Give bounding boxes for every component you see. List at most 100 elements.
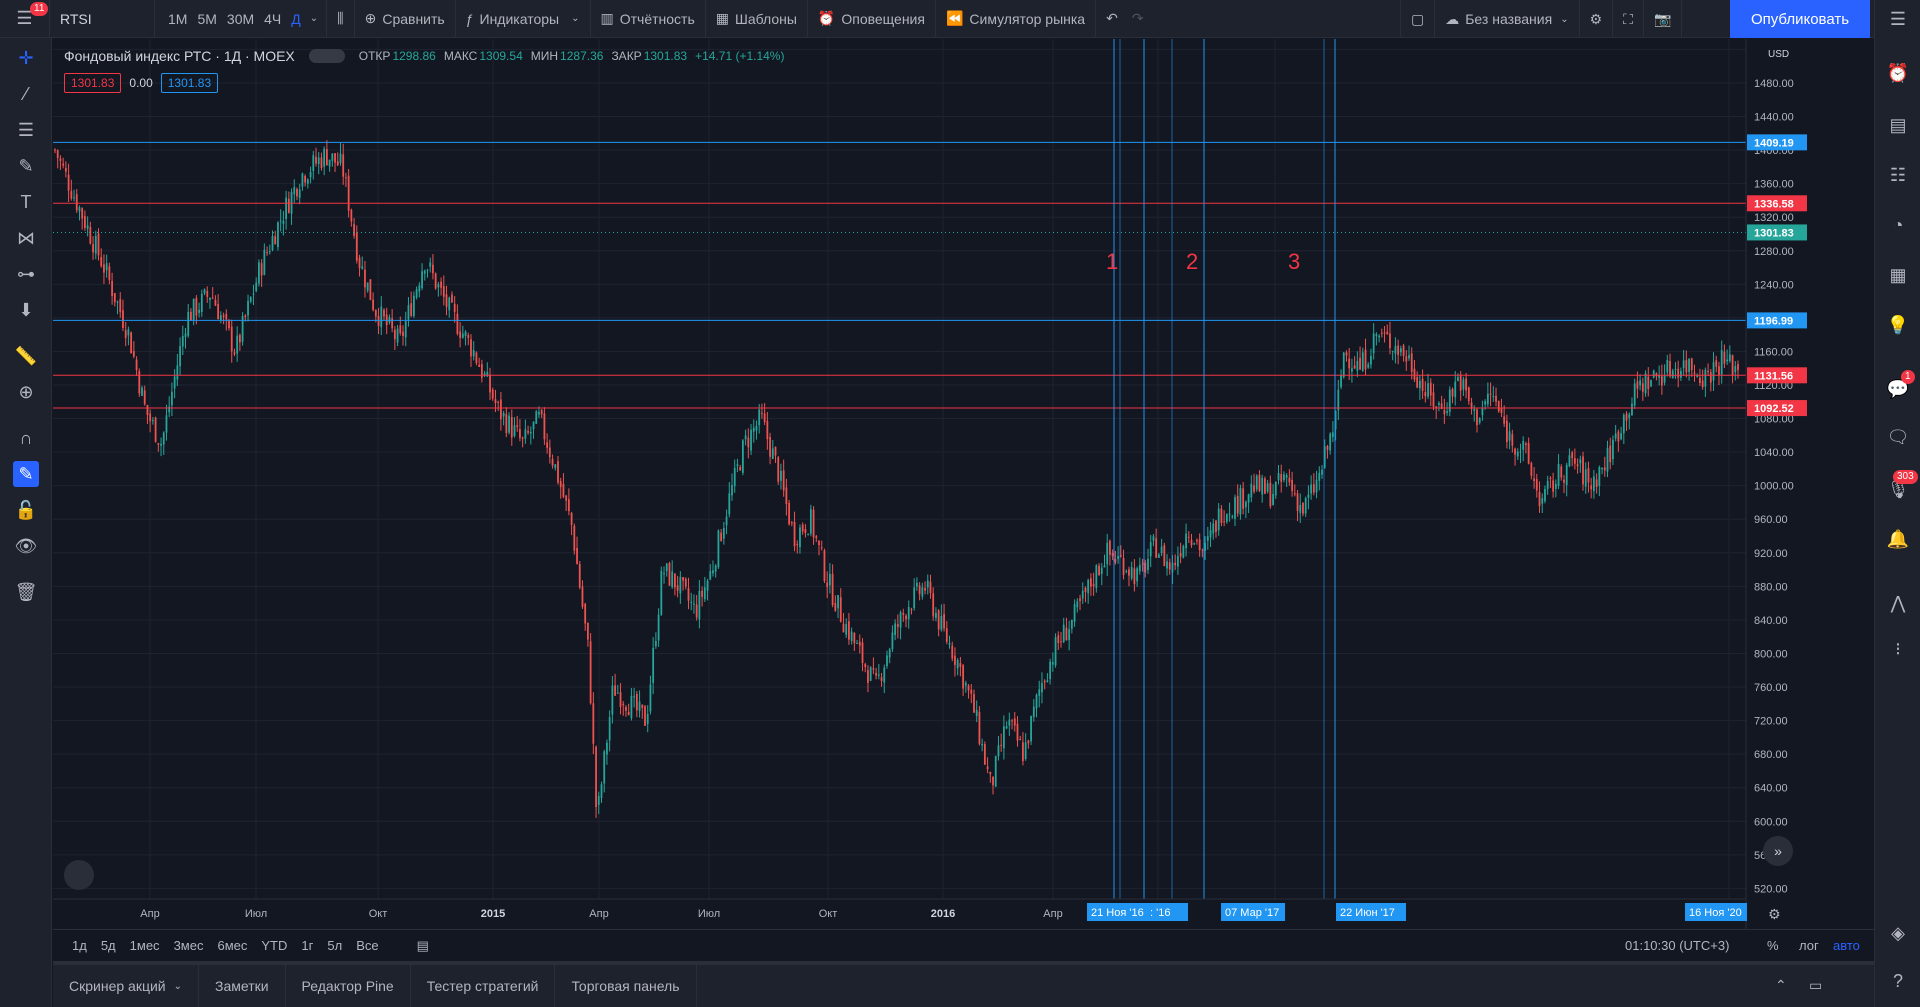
redo-icon[interactable]: ↷ — [1131, 10, 1144, 26]
interval-4h[interactable]: 4Ч — [264, 10, 282, 27]
brush-icon[interactable]: ✎ — [18, 155, 34, 176]
range-5d[interactable]: 5д — [100, 938, 116, 953]
templates-button[interactable]: ▦ Шаблоны — [706, 0, 808, 38]
text-icon[interactable]: T — [20, 191, 32, 212]
range-6m[interactable]: 6мес — [217, 938, 248, 953]
pattern-icon[interactable]: ⋈ — [17, 227, 35, 248]
compare-button[interactable]: ⊕ Сравнить — [355, 0, 456, 38]
tab-strategy-tester[interactable]: Тестер стратегий — [411, 965, 556, 1007]
percent-toggle[interactable]: % — [1767, 938, 1779, 953]
indicators-button[interactable]: ƒ Индикаторы ⌄ — [456, 0, 591, 38]
range-1m[interactable]: 1мес — [129, 938, 160, 953]
main-menu-button[interactable]: ☰ 11 — [0, 0, 50, 38]
range-1y[interactable]: 1г — [301, 938, 314, 953]
goto-date-icon[interactable]: ▤ — [416, 937, 429, 953]
range-ytd[interactable]: YTD — [261, 938, 288, 953]
magnet-icon[interactable]: ∩ — [19, 427, 33, 448]
dom-icon[interactable]: ⁝ — [1895, 638, 1901, 659]
range-5y[interactable]: 5л — [327, 938, 343, 953]
candle-body — [1631, 403, 1633, 416]
news-icon[interactable]: ▤ — [1889, 114, 1907, 135]
prediction-icon[interactable]: ⊶ — [17, 263, 35, 284]
watchlist-menu-icon[interactable]: ☰ — [1889, 8, 1907, 29]
publish-button[interactable]: Опубликовать — [1730, 0, 1870, 38]
candle-body — [277, 222, 279, 248]
tab-notes[interactable]: Заметки — [199, 965, 286, 1007]
alerts-button[interactable]: ⏰ Оповещения — [808, 0, 936, 38]
settings-button[interactable]: ⚙ — [1580, 0, 1614, 38]
trading-icon[interactable]: ⋀ — [1890, 592, 1906, 613]
candle-body — [64, 167, 67, 172]
layout-button[interactable]: ▢ — [1400, 0, 1436, 38]
symbol-search[interactable]: RTSI — [50, 0, 155, 38]
candle-body — [924, 588, 926, 591]
stay-drawing-icon[interactable]: ✎ — [13, 461, 39, 487]
chat-icon[interactable]: 💬 — [1886, 378, 1910, 399]
interval-1m[interactable]: 1М — [168, 10, 188, 27]
candle-body — [1440, 403, 1443, 409]
fullscreen-icon: ⛶ — [1623, 10, 1633, 27]
fib-icon[interactable]: ☰ — [17, 119, 35, 140]
range-1d[interactable]: 1д — [72, 938, 87, 953]
data-window-icon[interactable]: ◔ — [1892, 214, 1904, 235]
alarm-icon[interactable]: ⏰ — [1886, 62, 1910, 83]
ideas-icon[interactable]: 💡 — [1886, 314, 1910, 335]
tab-screener[interactable]: Скринер акций ⌄ — [53, 965, 199, 1007]
candle-body — [812, 509, 815, 538]
candle-body — [1269, 482, 1272, 507]
candle-body — [1633, 383, 1636, 406]
save-layout-button[interactable]: ☁ Без названия ⌄ — [1435, 0, 1580, 38]
chevron-down-icon[interactable]: ⌄ — [309, 13, 319, 24]
maximize-panel-icon[interactable]: ▭ — [1809, 977, 1823, 993]
price-chart[interactable]: 1 2 3USD1480.001440.001400.001360.001320.0… — [53, 39, 1808, 929]
trend-line-icon[interactable]: ⁄ — [24, 83, 28, 104]
scroll-to-realtime-icon[interactable]: » — [1763, 836, 1793, 866]
eye-icon[interactable]: 👁 — [14, 535, 38, 556]
candle-body — [434, 273, 437, 289]
arrow-down-icon[interactable]: ⬇ — [18, 299, 34, 320]
clock-time[interactable]: 01:10:30 (UTC+3) — [1625, 938, 1730, 953]
trash-icon[interactable]: 🗑 — [14, 581, 38, 602]
report-button[interactable]: ▥ Отчётность — [591, 0, 706, 38]
ask-box[interactable]: 1301.83 — [160, 73, 219, 93]
snapshot-button[interactable]: 📷 — [1644, 0, 1683, 38]
tab-trading-panel[interactable]: Торговая панель — [555, 965, 697, 1007]
calendar-list-icon[interactable]: ☷ — [1889, 164, 1907, 185]
ruler-icon[interactable]: 📏 — [14, 345, 38, 366]
lock-icon[interactable]: 🔓 — [14, 499, 38, 520]
symbol-title[interactable]: Фондовый индекс РТС · 1Д · MOEX — [64, 48, 295, 64]
chart-pane[interactable]: 1 2 3 USD 1480.00 1440.00 1400.00 1360.00 1320.0… — [53, 39, 1808, 929]
log-toggle[interactable]: лог — [1799, 938, 1819, 953]
replay-button[interactable]: ⏪ Симулятор рынка — [936, 0, 1097, 38]
visibility-toggle[interactable] — [308, 49, 345, 63]
chart-type-button[interactable]: ⫼ — [327, 0, 355, 38]
candle-body — [559, 481, 562, 488]
interval-30m[interactable]: 30М — [226, 10, 255, 27]
messages-icon[interactable]: 🗨 — [1886, 426, 1910, 447]
tradingview-logo-icon[interactable] — [64, 860, 94, 890]
collapse-panel-icon[interactable]: ⌃ — [1775, 977, 1787, 993]
help-icon[interactable]: ? — [1892, 970, 1903, 991]
candle-body — [945, 628, 948, 642]
price-tick-label: 720.00 — [1754, 716, 1788, 728]
interval-1d[interactable]: Д — [291, 10, 301, 27]
undo-icon[interactable]: ↶ — [1106, 10, 1118, 26]
candle-body — [1467, 387, 1470, 402]
fullscreen-button[interactable]: ⛶ — [1613, 0, 1644, 38]
candle-body — [388, 317, 391, 323]
candle-body — [1128, 569, 1130, 576]
auto-toggle[interactable]: авто — [1833, 938, 1860, 953]
range-3m[interactable]: 3мес — [173, 938, 204, 953]
candle-body — [1196, 540, 1198, 542]
layers-icon[interactable]: ◈ — [1891, 922, 1905, 943]
bid-box[interactable]: 1301.83 — [64, 73, 122, 93]
tab-pine-editor[interactable]: Редактор Pine — [286, 965, 411, 1007]
crosshair-icon[interactable]: ✛ — [18, 47, 34, 68]
candle-body — [122, 310, 124, 328]
range-all[interactable]: Все — [356, 938, 379, 953]
notifications-icon[interactable]: 🔔 — [1886, 528, 1910, 549]
candle-body — [222, 315, 225, 317]
calendar-icon[interactable]: ▦ — [1889, 264, 1907, 285]
interval-5m[interactable]: 5М — [197, 10, 217, 27]
zoom-icon[interactable]: ⊕ — [18, 381, 34, 402]
